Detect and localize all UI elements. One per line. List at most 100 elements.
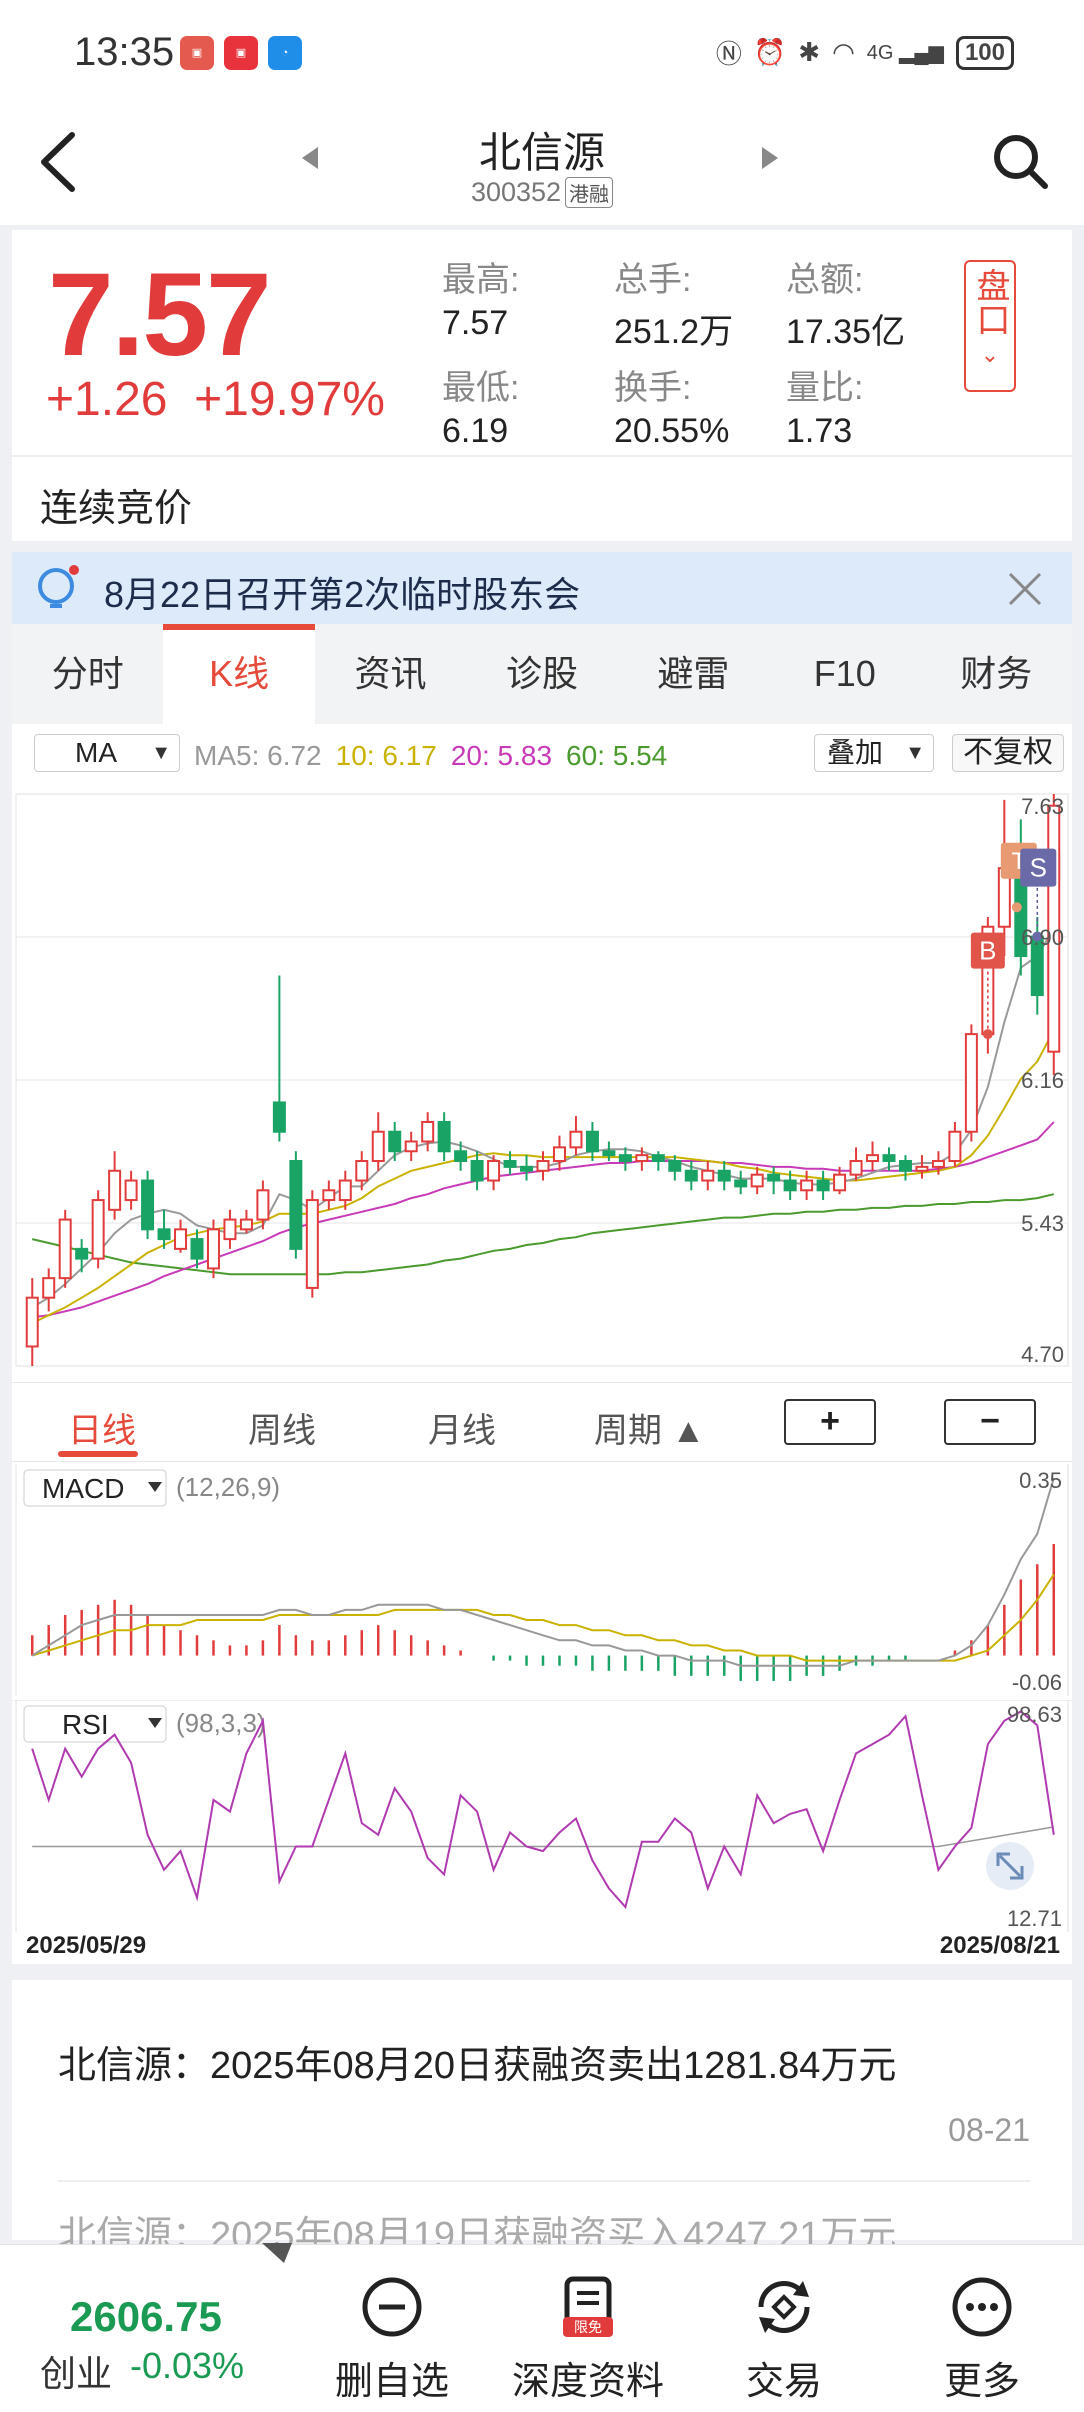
- rsi-indicator-select[interactable]: [23, 1705, 167, 1743]
- rsi-max-label: 98.63: [1007, 1702, 1062, 1727]
- rsi-label: RSI: [62, 1709, 109, 1740]
- kline-chart[interactable]: BT S7.636.906.165.434.70: [12, 784, 1072, 1382]
- candle: [91, 1190, 105, 1269]
- next-stock-icon[interactable]: [760, 145, 780, 171]
- minus-circle-icon: [362, 2277, 422, 2337]
- bottom-bar: 2606.75 创业 -0.03% 删自选 限免 深度资料 交易 更多: [0, 2243, 1084, 2412]
- candle: [256, 1180, 270, 1230]
- macd-indicator-select[interactable]: [23, 1469, 167, 1507]
- news-item-title[interactable]: 北信源：2025年08月20日获融资卖出1281.84万元: [58, 2045, 897, 2087]
- tab-2[interactable]: 资讯: [354, 653, 427, 694]
- close-icon[interactable]: [1006, 570, 1044, 608]
- pankou-button[interactable]: 盘口 ⌄: [964, 260, 1016, 392]
- announcement-banner[interactable]: 8月22日召开第2次临时股东会: [12, 552, 1072, 624]
- stock-header: 北信源 300352 港融: [0, 105, 1084, 225]
- ma5-line: [31, 928, 1055, 1309]
- macd-params: (12,26,9): [176, 1472, 280, 1502]
- macd-min-label: -0.06: [1012, 1670, 1062, 1695]
- quote-panel: 7.57 +1.26 +19.97% 最高: 总手: 总额: 7.57 251.2万 17…: [12, 230, 1072, 455]
- y-axis-label: 6.90: [1021, 925, 1064, 950]
- price-change: +1.26 +19.97%: [46, 373, 385, 426]
- ma-indicator-select[interactable]: MA: [34, 734, 180, 772]
- tab-0[interactable]: 分时: [51, 653, 124, 694]
- rsi-avg-line: [32, 1826, 1054, 1848]
- more-button[interactable]: 更多: [892, 2275, 1072, 2405]
- last-price: 7.57: [48, 249, 272, 381]
- zoom-out-button[interactable]: −: [944, 1399, 1036, 1445]
- status-time: 13:35: [74, 30, 175, 74]
- exchange-icon: [758, 2281, 810, 2333]
- chevron-down-icon: [148, 1482, 162, 1492]
- candle: [503, 1151, 517, 1175]
- trade-button[interactable]: 交易: [694, 2275, 874, 2405]
- overlay-select[interactable]: 叠加: [814, 734, 934, 772]
- quote-stats: 最高: 总手: 总额: 7.57 251.2万 17.35亿 最低: 换手: 量比: 6.19 20…: [442, 252, 958, 462]
- buy-marker[interactable]: [970, 932, 1005, 969]
- candle: [585, 1121, 599, 1162]
- candle: [223, 1209, 237, 1249]
- tab-1[interactable]: K线: [163, 624, 315, 724]
- index-change: -0.03%: [130, 2345, 245, 2386]
- candle: [750, 1166, 764, 1195]
- candle: [520, 1155, 534, 1181]
- stat-value: 17.35亿: [786, 313, 906, 351]
- stat-value: 6.19: [442, 412, 509, 450]
- candle: [898, 1155, 912, 1181]
- adjust-button[interactable]: 不复权: [952, 734, 1064, 772]
- candle: [569, 1116, 583, 1156]
- back-icon[interactable]: [30, 127, 90, 197]
- candle: [404, 1131, 418, 1162]
- candle: [25, 1278, 39, 1366]
- period-bar: 日线 周线 月线 周期 ▲ + −: [12, 1382, 1072, 1462]
- candle: [767, 1166, 781, 1195]
- price-change-pct: +19.97%: [194, 373, 385, 426]
- detail-tabs: 分时 K线 资讯 诊股 避雷 F10 财务: [12, 624, 1072, 724]
- stat-value: 20.55%: [614, 412, 730, 450]
- candle: [635, 1147, 649, 1171]
- ma60-value: 60: 5.54: [566, 740, 668, 771]
- sell-marker[interactable]: [1020, 848, 1057, 887]
- candle: [931, 1151, 945, 1175]
- prev-stock-icon[interactable]: [300, 145, 320, 171]
- period-select[interactable]: 周期 ▲: [594, 1412, 706, 1450]
- remove-watchlist-button[interactable]: 删自选: [302, 2275, 482, 2405]
- period-day[interactable]: 日线: [68, 1412, 136, 1450]
- candle: [701, 1161, 715, 1191]
- tab-3[interactable]: 诊股: [505, 653, 578, 694]
- candle: [437, 1112, 451, 1162]
- candle: [388, 1121, 402, 1162]
- candle: [454, 1141, 468, 1171]
- candle: [964, 1024, 978, 1142]
- tab-6[interactable]: 财务: [960, 653, 1033, 694]
- search-icon[interactable]: [990, 131, 1050, 191]
- notification-app-icon: ◔: [268, 36, 302, 70]
- candle: [684, 1161, 698, 1191]
- candle: [239, 1209, 253, 1234]
- announcement-text: 8月22日召开第2次临时股东会: [104, 574, 581, 615]
- period-week[interactable]: 周线: [248, 1412, 316, 1450]
- candle: [371, 1112, 385, 1171]
- candle: [602, 1141, 616, 1162]
- rsi-chart[interactable]: RSI (98,3,3) 98.63 12.71: [12, 1700, 1072, 1932]
- expand-icon[interactable]: [986, 1842, 1034, 1890]
- period-month[interactable]: 月线: [428, 1412, 496, 1450]
- deep-data-button[interactable]: 限免 深度资料: [498, 2275, 678, 2405]
- candle: [717, 1161, 731, 1191]
- ma20-value: 20: 5.83: [450, 740, 553, 771]
- rsi-line: [31, 1710, 1055, 1910]
- y-axis-label: 4.70: [1021, 1342, 1064, 1367]
- candle: [75, 1239, 89, 1273]
- zoom-in-button[interactable]: +: [784, 1399, 876, 1445]
- battery-icon: 100: [955, 35, 1014, 70]
- index-value[interactable]: 2606.75: [70, 2293, 222, 2340]
- rsi-min-label: 12.71: [1007, 1906, 1062, 1931]
- macd-chart[interactable]: MACD (12,26,9) 0.35 -0.06: [12, 1464, 1072, 1696]
- candle: [552, 1135, 566, 1171]
- candle: [289, 1151, 303, 1259]
- candle: [157, 1209, 171, 1249]
- tab-4[interactable]: 避雷: [657, 653, 730, 694]
- tab-5[interactable]: F10: [813, 653, 876, 694]
- candle: [651, 1151, 665, 1171]
- candle: [866, 1141, 880, 1171]
- candle: [800, 1170, 814, 1201]
